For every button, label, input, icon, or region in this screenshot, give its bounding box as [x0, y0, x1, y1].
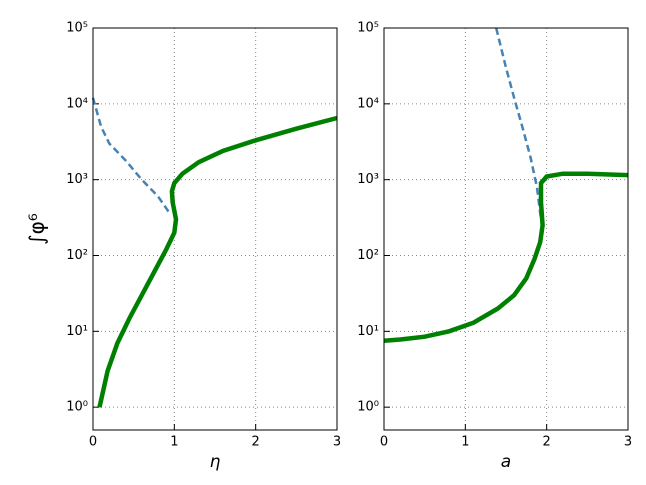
x-tick-label: 2 [543, 435, 551, 450]
x-tick-label: 3 [333, 435, 341, 450]
x-tick-label: 1 [461, 435, 469, 450]
y-tick-label: 10² [66, 248, 88, 263]
x-tick-label: 3 [624, 435, 632, 450]
y-tick-label: 10² [357, 248, 379, 263]
y-tick-label: 10¹ [66, 324, 88, 339]
y-tick-label: 10³ [66, 172, 88, 187]
x-tick-label: 0 [89, 435, 97, 450]
x-axis-label: η [210, 452, 221, 472]
y-axis-label: ∫φ⁶ [25, 213, 49, 245]
y-tick-label: 10⁰ [357, 400, 379, 415]
y-tick-label: 10⁴ [357, 96, 379, 111]
line-series [383, 171, 629, 344]
y-tick-label: 10⁵ [357, 21, 379, 36]
plot-frame [383, 27, 629, 431]
line-series [91, 97, 172, 215]
y-tick-label: 10¹ [357, 324, 379, 339]
line-series [494, 27, 543, 220]
x-axis-label: a [501, 452, 511, 472]
y-tick-label: 10⁵ [66, 21, 88, 36]
y-tick-label: 10³ [357, 172, 379, 187]
line-series [97, 115, 338, 408]
x-tick-label: 0 [380, 435, 388, 450]
plot-frame [92, 27, 338, 431]
x-tick-label: 1 [170, 435, 178, 450]
y-tick-label: 10⁰ [66, 400, 88, 415]
y-tick-label: 10⁴ [66, 96, 88, 111]
x-tick-label: 2 [252, 435, 260, 450]
